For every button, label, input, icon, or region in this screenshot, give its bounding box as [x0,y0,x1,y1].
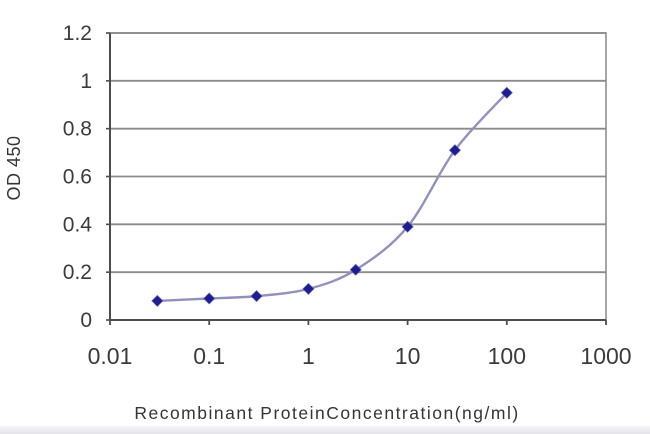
data-point-marker [151,294,164,308]
grid-layer [109,32,607,321]
y-tick-label: 0.8 [63,118,92,141]
y-tick-label: 1 [80,70,92,93]
data-point-marker [250,289,263,303]
data-point-marker [202,292,216,305]
tick-label-layer: 0 0.2 0.4 0.6 0.8 1 1.2 0.01 0.1 1 10 100 1000 [63,22,632,369]
x-tick-label: 1 [302,343,315,369]
y-tick-label: 0.6 [63,166,92,189]
x-axis-title: Recombinant ProteinConcentration(ng/ml) [134,403,519,423]
x-tick-label: 0.01 [88,343,133,369]
axis-layer [106,32,607,325]
data-point-marker [302,282,315,296]
data-point-marker [500,86,514,99]
data-point-marker [401,220,414,233]
x-tick-label: 100 [488,343,526,369]
data-point-marker [349,263,362,276]
series-line [156,91,508,303]
data-point-marker [448,143,462,157]
y-tick-label: 0.2 [63,261,92,284]
footer-strip [0,426,650,434]
x-tick-label: 0.1 [193,343,225,369]
y-tick-label: 1.2 [63,22,92,45]
y-axis-title: OD 450 [4,135,24,200]
data-series-layer [151,86,514,308]
y-tick-label: 0.4 [63,213,93,236]
x-tick-label: 10 [395,343,421,369]
y-tick-label: 0 [80,309,92,332]
x-tick-label: 1000 [580,343,631,369]
